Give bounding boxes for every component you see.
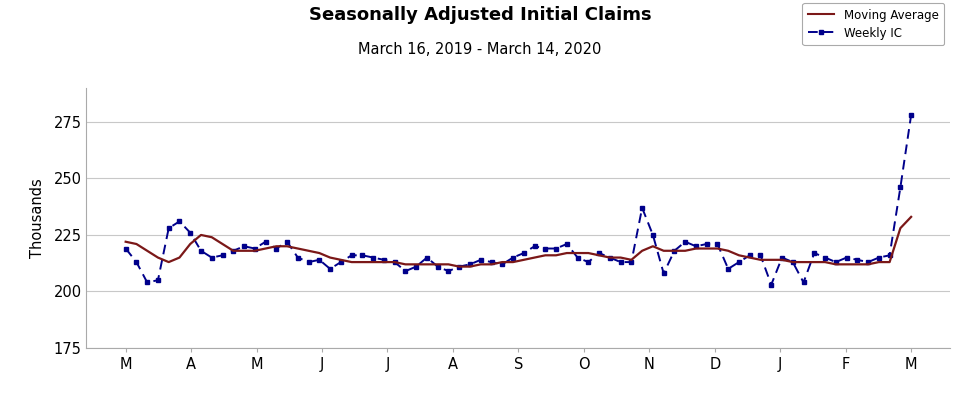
Moving Average bbox=[120, 239, 132, 244]
Text: March 16, 2019 - March 14, 2020: March 16, 2019 - March 14, 2020 bbox=[358, 42, 602, 57]
Weekly IC bbox=[120, 246, 132, 251]
Moving Average bbox=[905, 214, 917, 219]
Weekly IC bbox=[561, 242, 572, 246]
Moving Average bbox=[561, 251, 572, 256]
Moving Average bbox=[281, 244, 293, 249]
Y-axis label: Thousands: Thousands bbox=[30, 178, 45, 258]
Weekly IC bbox=[765, 282, 777, 287]
Moving Average bbox=[453, 264, 465, 269]
Line: Weekly IC: Weekly IC bbox=[124, 113, 913, 287]
Weekly IC bbox=[378, 258, 390, 262]
Weekly IC bbox=[281, 239, 293, 244]
Moving Average bbox=[572, 251, 584, 256]
Moving Average bbox=[292, 246, 303, 251]
Text: Seasonally Adjusted Initial Claims: Seasonally Adjusted Initial Claims bbox=[309, 6, 651, 24]
Line: Moving Average: Moving Average bbox=[126, 217, 911, 267]
Weekly IC bbox=[550, 246, 562, 251]
Moving Average bbox=[841, 262, 852, 267]
Weekly IC bbox=[905, 113, 917, 118]
Weekly IC bbox=[292, 255, 303, 260]
Legend: Moving Average, Weekly IC: Moving Average, Weekly IC bbox=[803, 3, 945, 46]
Weekly IC bbox=[841, 255, 852, 260]
Moving Average bbox=[378, 260, 390, 264]
